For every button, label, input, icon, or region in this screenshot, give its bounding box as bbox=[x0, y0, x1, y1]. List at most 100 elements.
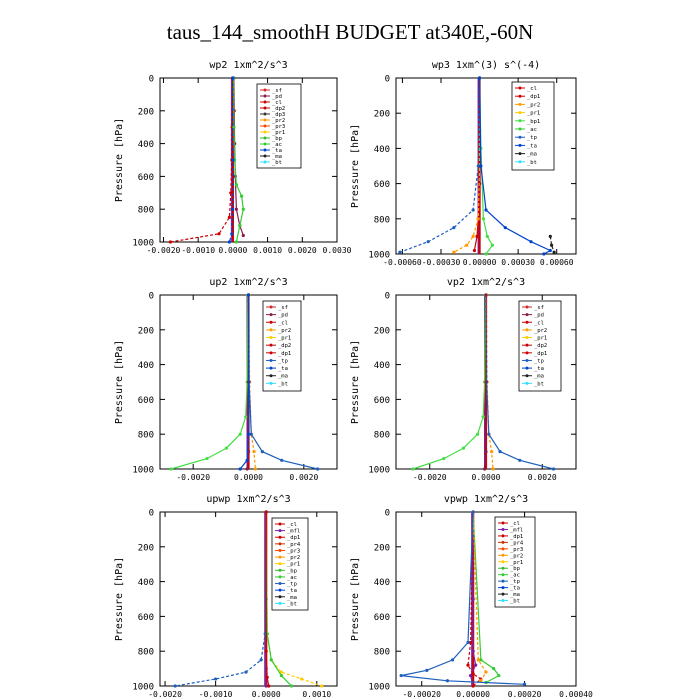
data-point bbox=[426, 240, 430, 244]
y-tick-label: 1000 bbox=[368, 466, 390, 476]
legend-marker bbox=[269, 305, 273, 309]
y-tick-label: 400 bbox=[138, 140, 154, 150]
legend-label: _pr1 bbox=[272, 130, 285, 136]
x-tick-label: 0.0020 bbox=[528, 473, 557, 482]
data-point bbox=[234, 207, 238, 211]
y-tick-label: 0 bbox=[149, 509, 154, 519]
data-point bbox=[245, 467, 249, 471]
legend-marker bbox=[501, 592, 505, 596]
legend-label: _bt bbox=[272, 160, 282, 166]
legend-label: _tp bbox=[278, 358, 288, 364]
legend-marker bbox=[525, 305, 529, 309]
legend-marker bbox=[278, 582, 282, 586]
legend-label: _pd bbox=[278, 313, 288, 319]
data-point bbox=[280, 458, 284, 462]
legend-marker bbox=[269, 374, 273, 378]
y-tick-label: 600 bbox=[138, 173, 154, 183]
legend-marker bbox=[518, 135, 522, 139]
data-point bbox=[234, 240, 238, 244]
y-tick-label: 200 bbox=[138, 543, 154, 553]
y-axis-label: Pressure [hPa] bbox=[350, 340, 361, 424]
data-point bbox=[238, 467, 242, 471]
legend-label: _tp bbox=[287, 582, 297, 588]
legend-marker bbox=[278, 535, 282, 539]
legend-label: _dp1 bbox=[278, 351, 291, 357]
x-tick-label: 0.0000 bbox=[472, 473, 501, 482]
data-point bbox=[481, 415, 485, 419]
series-line bbox=[473, 78, 481, 251]
y-tick-label: 200 bbox=[374, 543, 390, 553]
legend-marker bbox=[501, 553, 505, 557]
x-tick-label: -0.00030 bbox=[422, 258, 461, 267]
legend-label: _sf bbox=[278, 305, 288, 311]
legend-label: _pr4 bbox=[510, 540, 524, 546]
data-point bbox=[552, 250, 556, 254]
legend-marker bbox=[269, 336, 273, 340]
legend-marker bbox=[525, 320, 529, 324]
y-tick-label: 400 bbox=[374, 578, 390, 588]
data-point bbox=[542, 252, 546, 256]
data-point bbox=[474, 663, 478, 667]
legend-label: _dp1 bbox=[527, 94, 540, 100]
x-tick-label: 0.0010 bbox=[253, 246, 282, 255]
legend-marker bbox=[518, 160, 522, 164]
legend-label: _sf bbox=[272, 88, 282, 94]
legend-marker bbox=[278, 595, 282, 599]
y-tick-label: 0 bbox=[385, 75, 390, 85]
data-point bbox=[239, 194, 244, 198]
legend-label: _ta bbox=[534, 366, 544, 372]
chart-title: vpwp 1xm^2/s^3 bbox=[444, 494, 528, 505]
y-axis-label: Pressure [hPa] bbox=[114, 557, 125, 641]
legend-label: _bp bbox=[287, 568, 297, 574]
data-point bbox=[485, 234, 489, 238]
legend-marker bbox=[269, 358, 273, 362]
series-line bbox=[549, 236, 555, 253]
data-point bbox=[471, 234, 475, 238]
data-point bbox=[173, 684, 177, 688]
legend-label: _ac bbox=[287, 575, 297, 581]
data-point bbox=[231, 158, 235, 162]
series-line bbox=[233, 77, 244, 243]
data-point bbox=[482, 467, 487, 471]
y-tick-label: 800 bbox=[374, 431, 390, 441]
legend-label: _tp bbox=[534, 358, 544, 364]
data-point bbox=[259, 658, 263, 662]
series-line bbox=[486, 294, 494, 470]
data-point bbox=[217, 232, 221, 236]
legend-marker bbox=[518, 102, 522, 106]
legend-marker bbox=[518, 94, 522, 98]
y-tick-label: 0 bbox=[149, 292, 154, 302]
data-point bbox=[445, 679, 450, 683]
y-tick-label: 400 bbox=[138, 361, 154, 371]
data-point bbox=[466, 640, 470, 645]
legend-marker bbox=[278, 562, 282, 566]
data-point bbox=[484, 380, 488, 384]
legend-marker bbox=[525, 328, 529, 332]
data-point bbox=[484, 208, 488, 212]
legend-label: _bp bbox=[272, 136, 282, 142]
legend-marker bbox=[501, 540, 505, 544]
x-tick-label: -0.0020 bbox=[147, 246, 181, 255]
legend-marker bbox=[525, 343, 529, 347]
data-point bbox=[477, 76, 482, 80]
legend-marker bbox=[263, 112, 267, 116]
x-tick-label: 0.00000 bbox=[463, 258, 497, 267]
y-tick-label: 800 bbox=[374, 648, 390, 658]
legend-marker bbox=[518, 111, 522, 115]
legend-marker bbox=[278, 555, 282, 559]
y-axis-label: Pressure [hPa] bbox=[350, 557, 361, 641]
data-point bbox=[234, 183, 238, 187]
data-point bbox=[411, 467, 415, 471]
y-tick-label: 400 bbox=[374, 145, 390, 155]
legend-label: _pr2 bbox=[534, 328, 547, 334]
data-point bbox=[224, 446, 228, 450]
data-point bbox=[238, 432, 242, 436]
y-tick-label: 200 bbox=[138, 107, 154, 117]
legend-marker bbox=[263, 130, 267, 134]
x-tick-label: 0.00000 bbox=[456, 690, 490, 699]
data-point bbox=[522, 682, 527, 686]
data-point bbox=[498, 450, 502, 454]
legend-marker bbox=[525, 381, 529, 385]
y-tick-label: 1000 bbox=[132, 239, 154, 249]
data-point bbox=[316, 467, 320, 471]
